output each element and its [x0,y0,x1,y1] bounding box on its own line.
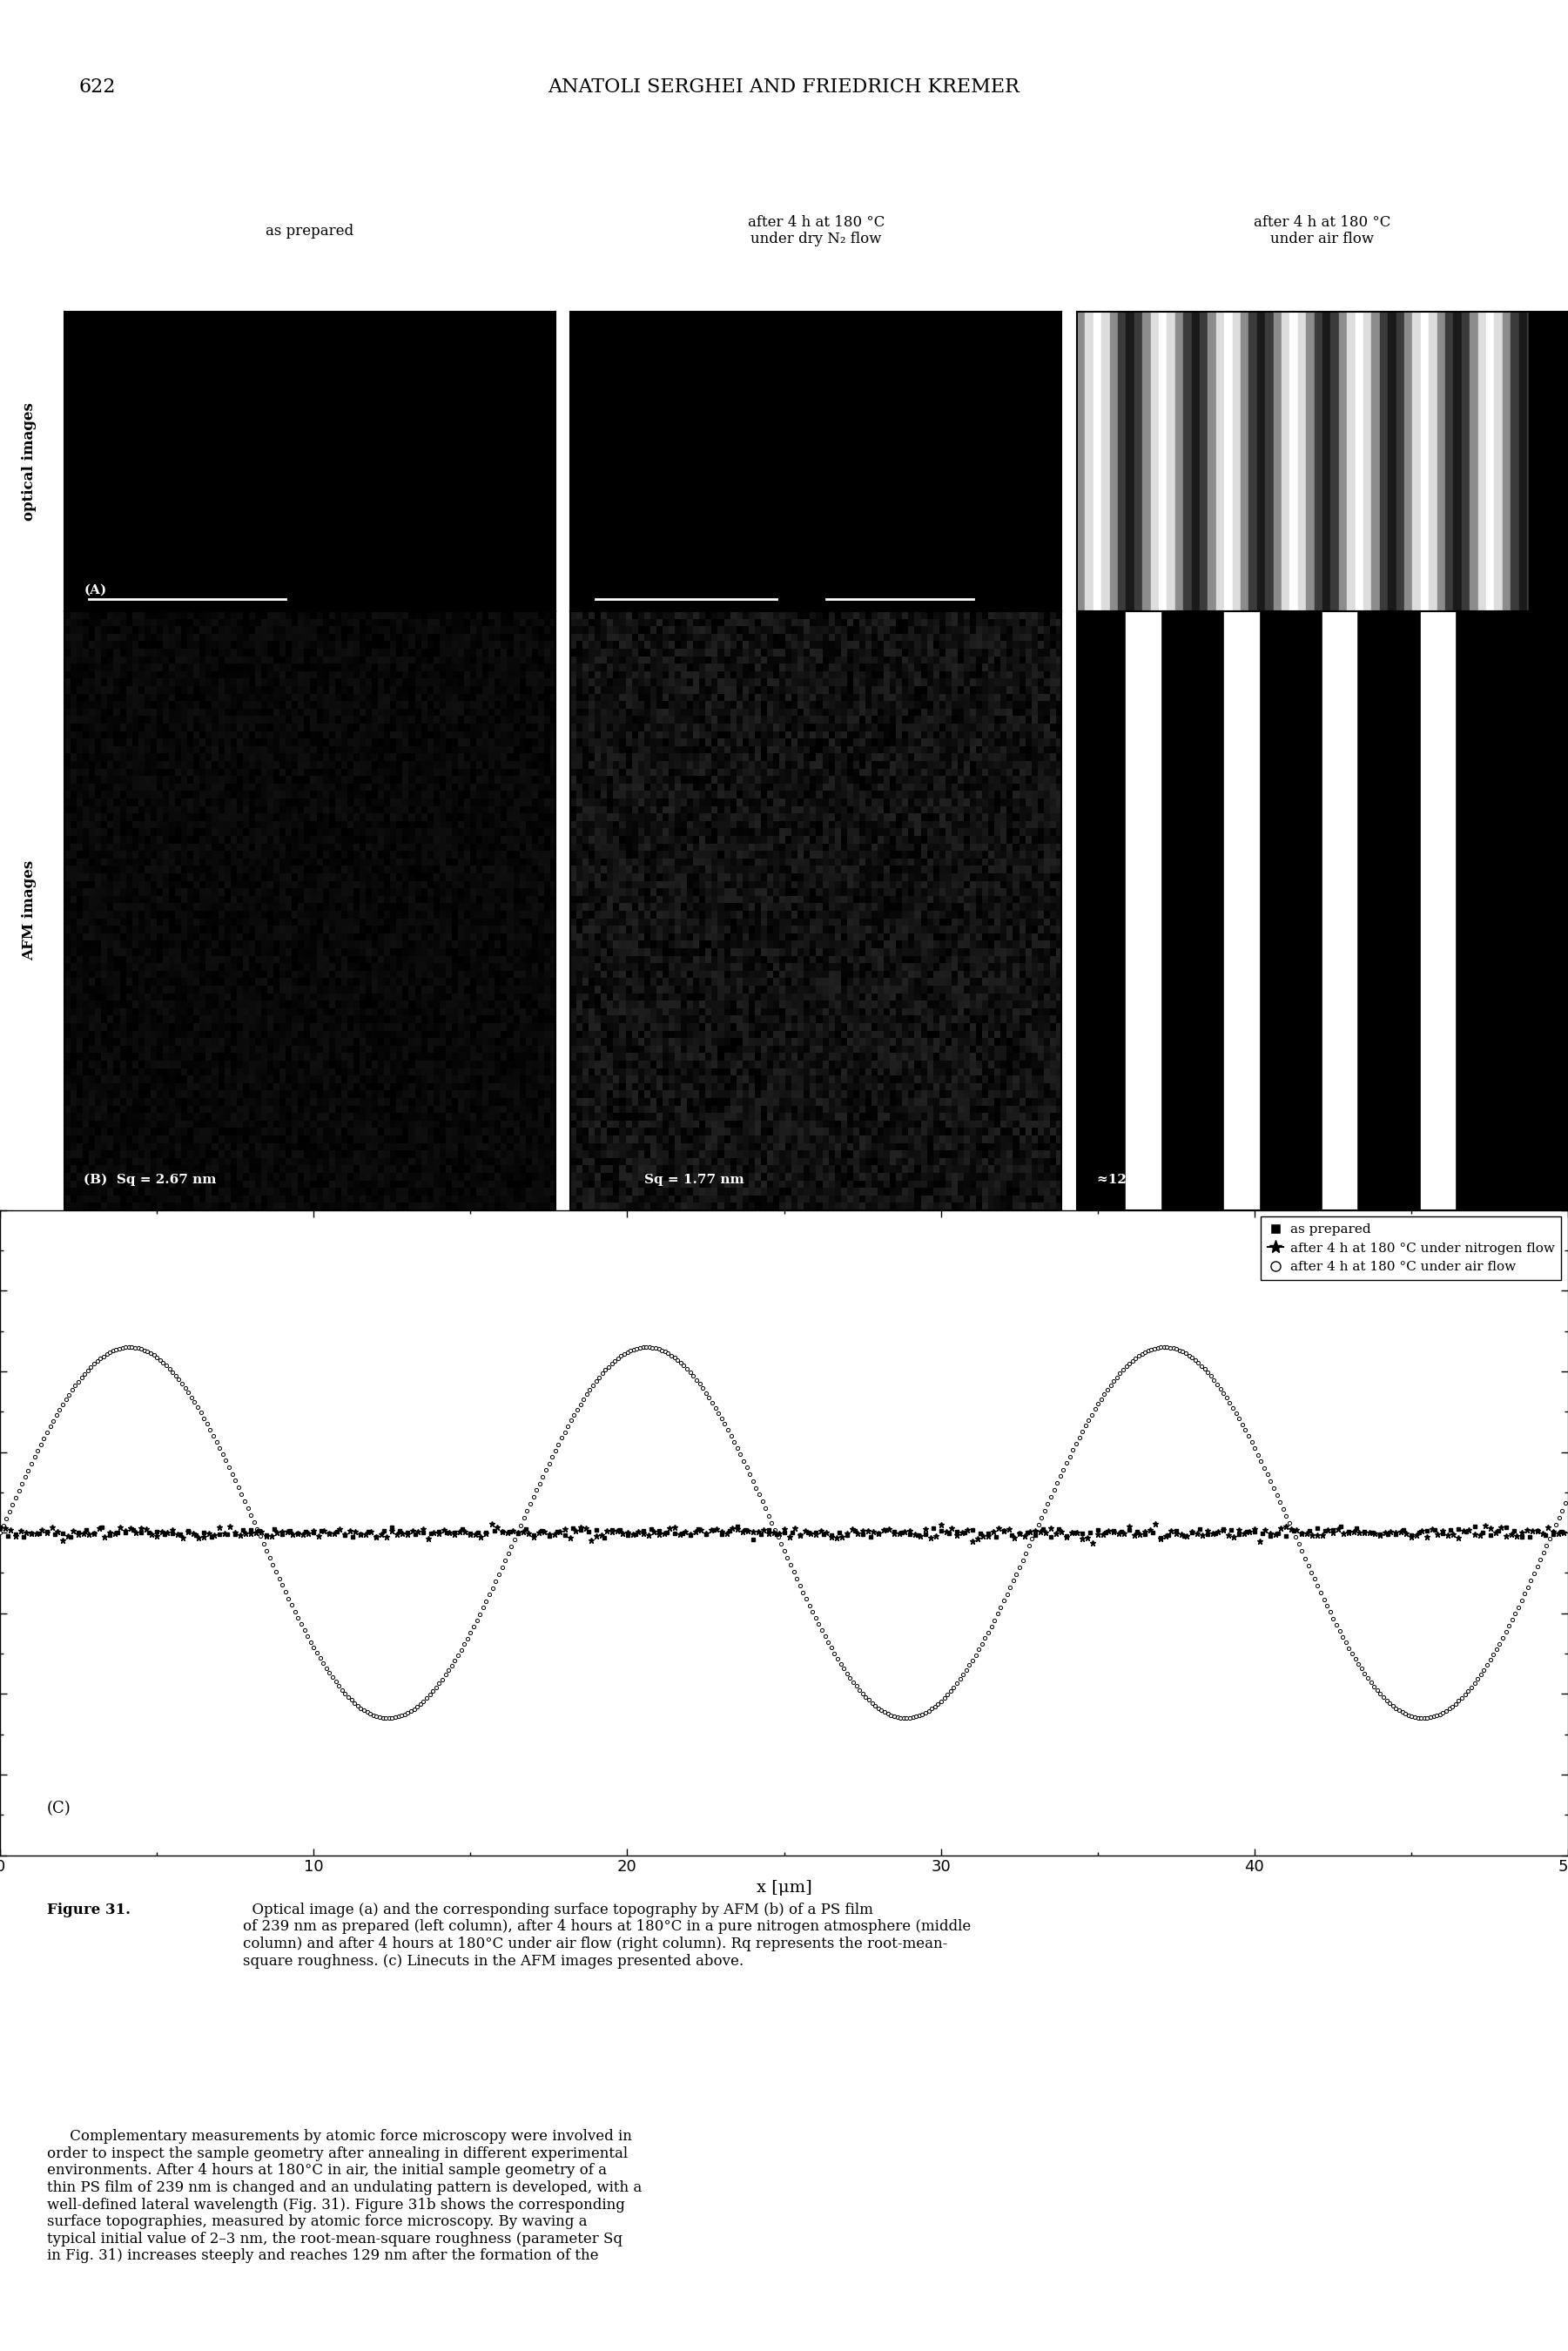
Bar [1421,313,1428,611]
Text: (A): (A) [85,583,107,597]
Bar [1314,313,1322,611]
Bar [1543,313,1552,611]
Text: (C): (C) [47,1801,71,1817]
Bar [1510,313,1519,611]
Bar [1560,313,1568,611]
Bar [1290,313,1298,611]
Bar [1207,313,1217,611]
Bar [1085,313,1093,611]
Text: (B)  Sq = 2.67 nm: (B) Sq = 2.67 nm [85,1173,216,1187]
Text: 622: 622 [78,78,116,96]
Bar [1225,611,1259,1211]
Bar [1322,611,1356,1211]
Bar [1421,611,1455,1211]
Bar [1372,313,1380,611]
Text: as prepared: as prepared [267,223,354,237]
Text: ANATOLI SERGHEI AND FRIEDRICH KREMER: ANATOLI SERGHEI AND FRIEDRICH KREMER [549,78,1019,96]
Bar [1529,313,1568,611]
Text: Sq = 1.77 nm: Sq = 1.77 nm [644,1173,745,1187]
Bar [1364,313,1372,611]
Bar [1322,313,1331,611]
Bar [1494,611,1568,1211]
Bar [1355,313,1364,611]
Bar [1118,313,1126,611]
Bar [1469,611,1504,1211]
Bar [1101,313,1110,611]
Bar [1436,313,1446,611]
Bar [1535,313,1543,611]
Bar [1273,611,1308,1211]
Bar [1519,313,1527,611]
Bar [1167,313,1174,611]
Text: Optical image (a) and the corresponding surface topography by AFM (b) of a PS fi: Optical image (a) and the corresponding … [243,1902,971,1968]
Bar [1093,313,1101,611]
Bar [1405,313,1413,611]
Bar [1502,313,1510,611]
Bar [1240,313,1248,611]
Bar [1339,313,1347,611]
Bar [1306,313,1314,611]
Bar [1077,611,1112,1211]
Bar [1159,313,1167,611]
Bar [1396,313,1405,611]
Bar [1281,313,1290,611]
Bar [1428,313,1436,611]
X-axis label: x [μm]: x [μm] [756,1881,812,1895]
Bar [1126,313,1134,611]
Bar [1446,313,1454,611]
Bar [1380,313,1388,611]
Bar [1225,313,1232,611]
Bar [1331,313,1339,611]
Bar [1347,313,1355,611]
Bar [1494,313,1502,611]
Bar [1519,611,1554,1211]
Bar [1258,313,1265,611]
Bar [1479,313,1486,611]
Bar [1217,313,1225,611]
Bar [1461,313,1469,611]
Text: after 4 h at 180 °C
under dry N₂ flow: after 4 h at 180 °C under dry N₂ flow [748,214,884,247]
Text: Figure 31.: Figure 31. [47,1902,130,1916]
Bar [1151,313,1159,611]
Bar [1134,313,1143,611]
Bar [1184,313,1192,611]
Bar [1200,313,1207,611]
Bar [1248,313,1258,611]
Text: AFM images: AFM images [22,860,38,962]
Bar [1077,313,1085,611]
Bar [1273,313,1281,611]
Bar [1527,313,1535,611]
Text: after 4 h at 180 °C
under air flow: after 4 h at 180 °C under air flow [1254,214,1391,247]
Bar [1232,313,1240,611]
Bar [1486,313,1494,611]
Bar [1143,313,1151,611]
Bar [1174,313,1184,611]
Bar [1454,313,1461,611]
Bar [1265,313,1273,611]
Bar [1413,313,1421,611]
Bar [1298,313,1306,611]
Text: optical images: optical images [22,402,38,520]
Bar [1174,611,1209,1211]
Bar [1388,313,1396,611]
Text: ≈129 n: ≈129 n [1096,1173,1149,1187]
Legend: as prepared, after 4 h at 180 °C under nitrogen flow, after 4 h at 180 °C under : as prepared, after 4 h at 180 °C under n… [1261,1218,1562,1279]
Bar [1126,611,1160,1211]
Bar [1552,313,1560,611]
Bar [1469,313,1479,611]
Bar [1372,611,1406,1211]
Bar [1110,313,1118,611]
Text: Complementary measurements by atomic force microscopy were involved in
order to : Complementary measurements by atomic for… [47,2130,641,2264]
Bar [1192,313,1200,611]
